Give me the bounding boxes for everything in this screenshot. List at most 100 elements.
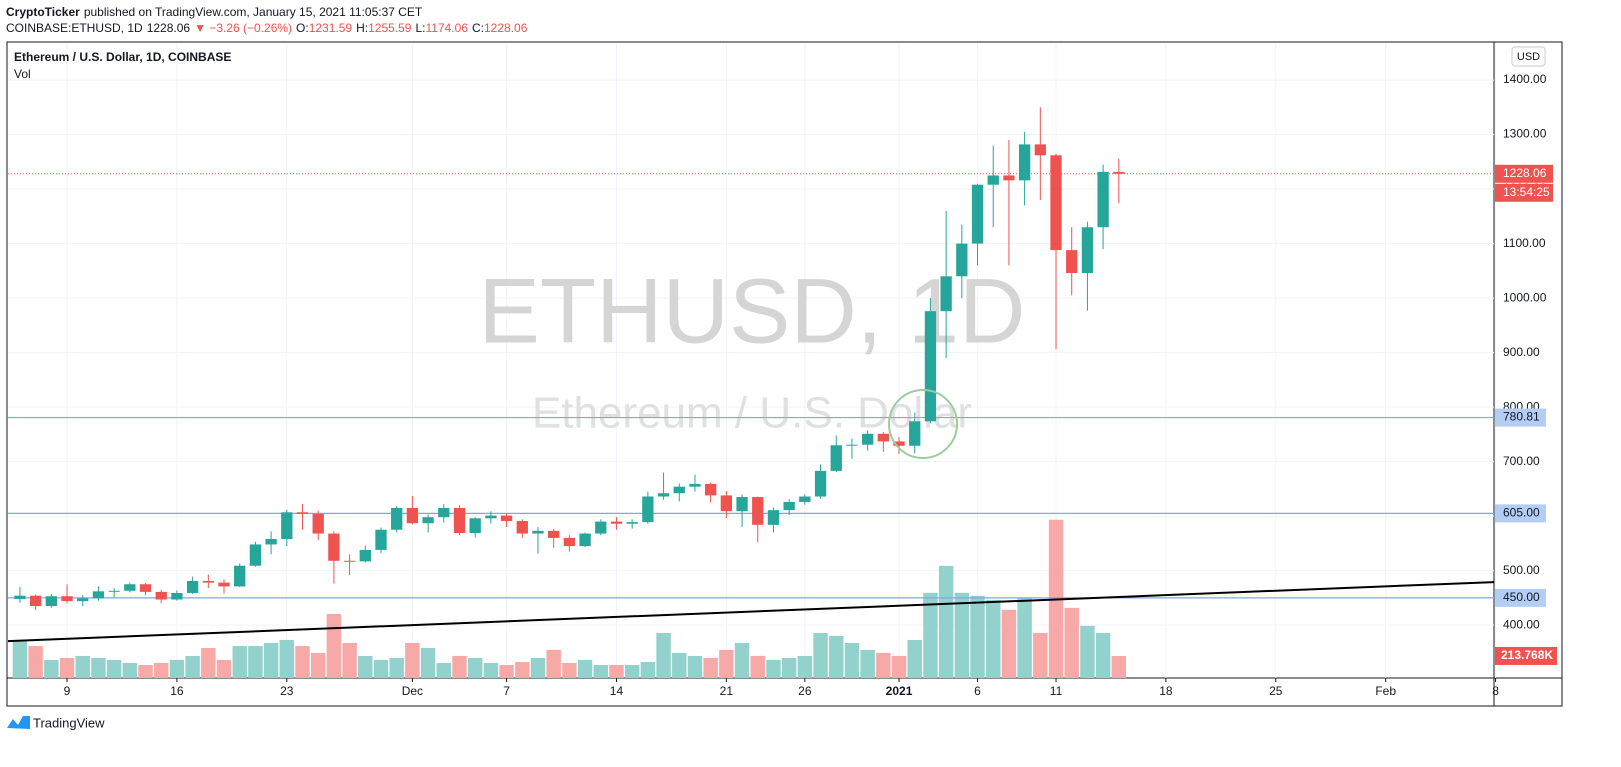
volume-bar <box>546 649 561 678</box>
candle-body <box>924 311 937 422</box>
volume-bar <box>467 657 483 678</box>
volume-bar <box>248 646 263 678</box>
candle-body <box>218 582 230 587</box>
volume-bar <box>75 655 90 678</box>
volume-bar <box>1017 597 1032 678</box>
x-tick-label: 26 <box>798 684 812 698</box>
volume-bar <box>624 665 640 678</box>
candle-body <box>406 507 419 524</box>
author: CryptoTicker <box>6 5 80 19</box>
high: 1255.59 <box>368 21 412 35</box>
candle-body <box>312 513 324 534</box>
candle-body <box>971 184 984 244</box>
volume-bar <box>44 659 59 678</box>
volume-bar <box>12 639 28 678</box>
x-tick-label: Feb <box>1375 684 1396 698</box>
candle-body <box>516 521 528 534</box>
candle-body <box>124 584 136 591</box>
volume-bar <box>232 646 247 678</box>
volume-bar <box>719 649 734 678</box>
candle-body <box>689 483 701 487</box>
y-tick-label: 700.00 <box>1503 454 1540 468</box>
candle-body <box>155 591 167 600</box>
x-tick-label: 21 <box>720 684 734 698</box>
volume-bar <box>687 655 703 678</box>
candle-body <box>940 276 952 312</box>
highlight-circle <box>888 389 958 459</box>
currency-button[interactable] <box>1511 46 1546 67</box>
volume-bar <box>1001 609 1017 678</box>
x-tick-label: 9 <box>64 684 71 698</box>
candle-body <box>752 497 764 525</box>
trend-line <box>7 581 1495 643</box>
x-tick-label: Dec <box>402 684 423 698</box>
candle-body <box>987 175 999 185</box>
candle-body <box>626 522 638 524</box>
volume-bar <box>153 662 169 678</box>
x-tick-label: 6 <box>974 684 981 698</box>
hline-label-box <box>1495 504 1546 523</box>
candle-body <box>343 560 356 562</box>
candle-body <box>453 507 466 534</box>
brand: TradingView <box>33 715 105 730</box>
candle-body <box>186 580 199 593</box>
candle-body <box>579 533 591 547</box>
candle-body <box>359 549 371 562</box>
volume-bar <box>483 662 499 678</box>
x-tick-label: 7 <box>503 684 510 698</box>
volume-bar <box>923 592 938 678</box>
volume-bars <box>12 519 1127 678</box>
currency: USD <box>1517 51 1540 63</box>
candle-body <box>61 596 73 602</box>
countdown-box <box>1495 183 1553 202</box>
volume-bar <box>954 592 970 678</box>
candle-body <box>45 596 57 607</box>
brand-logo <box>7 716 30 729</box>
publish-line: CryptoTicker published on TradingView.com… <box>6 5 426 19</box>
volume-bar <box>970 595 985 678</box>
x-tick-label: 16 <box>170 684 184 698</box>
candle-body <box>249 544 262 566</box>
hline-label: 605.00 <box>1503 506 1540 520</box>
volume-bar <box>829 635 844 678</box>
low: 1174.06 <box>425 21 469 35</box>
candle-body <box>532 530 544 534</box>
candle-body <box>1113 171 1125 174</box>
volume-bar <box>986 599 1001 678</box>
volume-bar <box>640 662 656 678</box>
volume-bar <box>656 632 671 678</box>
candle-body <box>92 591 105 599</box>
volume-last-label: 213.768K <box>1501 648 1553 662</box>
x-tick-label: 11 <box>1050 684 1063 698</box>
open: 1231.59 <box>308 21 353 35</box>
y-tick-label: 900.00 <box>1503 345 1540 359</box>
candle-body <box>610 521 623 524</box>
candle-body <box>736 497 748 512</box>
candle-body <box>1034 144 1046 156</box>
candles <box>14 107 1125 610</box>
volume-bar <box>766 659 781 678</box>
candle-body <box>642 496 654 523</box>
volume-bar <box>389 657 404 678</box>
candle-body <box>422 517 434 524</box>
x-tick-label: 25 <box>1269 684 1283 698</box>
volume-bar <box>326 613 342 678</box>
price: 1228.06 <box>146 21 191 35</box>
open-label: O: <box>296 21 309 35</box>
candle-body <box>861 433 874 445</box>
candle-body <box>814 470 827 497</box>
volume-bar <box>295 646 310 678</box>
candle-body <box>202 580 214 583</box>
frame <box>6 41 1563 707</box>
candle-body <box>657 493 670 497</box>
volume-bar <box>452 655 467 678</box>
candle-body <box>799 496 811 502</box>
grid <box>8 43 1497 678</box>
volume-label-box <box>1495 646 1557 665</box>
volume-bar <box>562 662 577 678</box>
x-tick-label: 8 <box>1492 684 1499 698</box>
candle-body <box>500 515 513 522</box>
volume-bar <box>279 639 295 678</box>
